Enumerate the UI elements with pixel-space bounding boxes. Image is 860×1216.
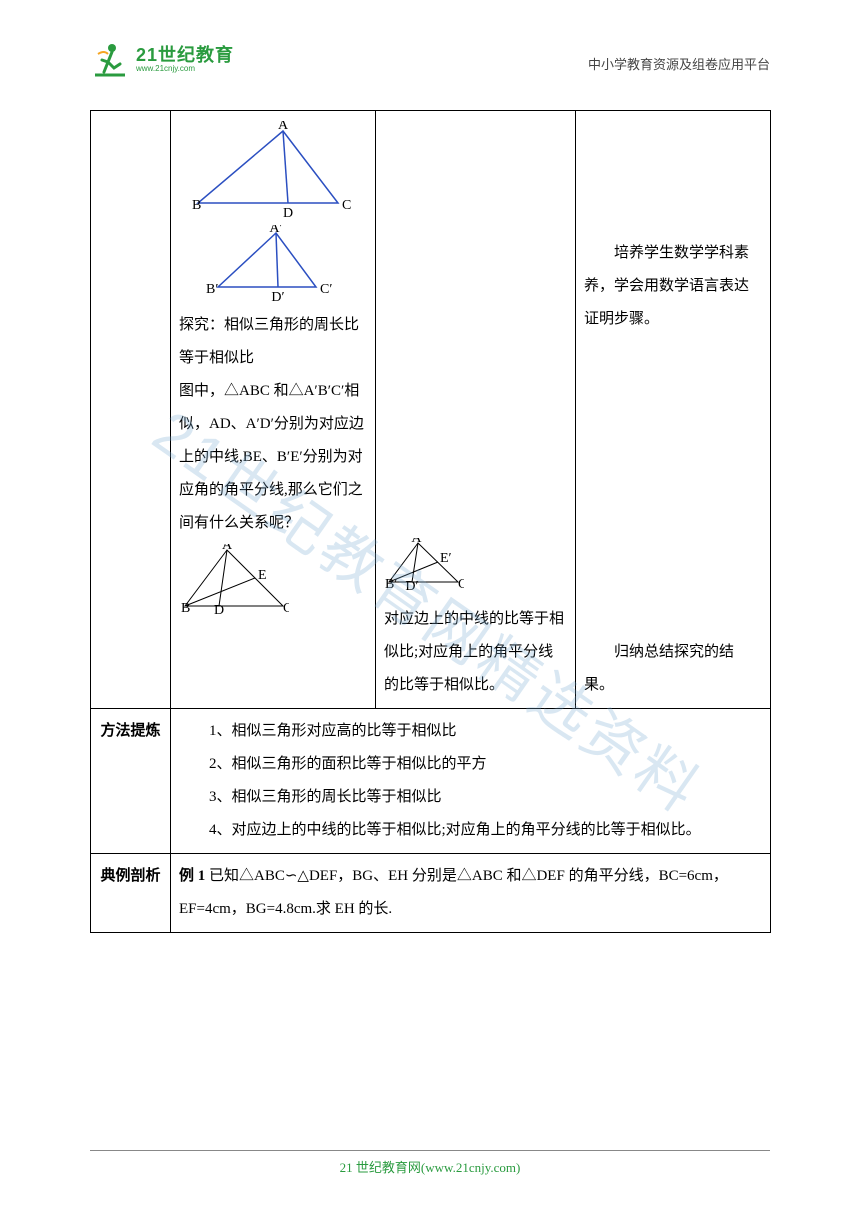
triangle-abc-large: A B D C bbox=[188, 121, 358, 221]
svg-text:B′: B′ bbox=[385, 577, 397, 590]
row1-colA: A B D C A′ B′ D′ C′ 探究：相似三角形的周长比等于相似比 bbox=[171, 111, 376, 709]
table-row: 典例剖析 例 1 已知△ABC∽△DEF，BG、EH 分别是△ABC 和△DEF… bbox=[91, 854, 771, 933]
logo-en: www.21cnjy.com bbox=[136, 65, 234, 73]
svg-text:E: E bbox=[258, 568, 267, 583]
method-item-1: 1、相似三角形对应高的比等于相似比 bbox=[179, 715, 762, 748]
svg-text:C′: C′ bbox=[458, 577, 464, 590]
svg-text:C: C bbox=[342, 198, 351, 213]
colC-text2: 归纳总结探究的结果。 bbox=[584, 636, 762, 702]
logo-text-block: 21世纪教育 www.21cnjy.com bbox=[136, 46, 234, 73]
row2-label: 方法提炼 bbox=[91, 709, 171, 854]
document-page: 21世纪教育网精选资料 21世纪教育 www.21cnjy.com 中小学教育资… bbox=[0, 0, 860, 1216]
svg-text:A′: A′ bbox=[269, 225, 282, 236]
svg-text:C′: C′ bbox=[320, 282, 332, 297]
example-prefix: 例 1 bbox=[179, 868, 205, 884]
svg-text:A: A bbox=[222, 544, 233, 553]
svg-text:B: B bbox=[192, 198, 201, 213]
example-text: 已知△ABC∽△DEF，BG、EH 分别是△ABC 和△DEF 的角平分线，BC… bbox=[179, 868, 728, 917]
logo-cn: 21世纪教育 bbox=[136, 46, 234, 65]
row1-colB: A′ B′ C′ D′ E′ 对应边上的中线的比等于相似比;对应角上的角平分线的… bbox=[376, 111, 576, 709]
content-table: A B D C A′ B′ D′ C′ 探究：相似三角形的周长比等于相似比 bbox=[90, 110, 771, 933]
svg-text:E′: E′ bbox=[440, 551, 452, 566]
svg-text:B′: B′ bbox=[206, 282, 218, 297]
svg-text:A′: A′ bbox=[411, 538, 424, 546]
row1-label-cell bbox=[91, 111, 171, 709]
row1-colC: 培养学生数学学科素养，学会用数学语言表达证明步骤。 归纳总结探究的结果。 bbox=[576, 111, 771, 709]
row3-label: 典例剖析 bbox=[91, 854, 171, 933]
row3-content: 例 1 已知△ABC∽△DEF，BG、EH 分别是△ABC 和△DEF 的角平分… bbox=[171, 854, 771, 933]
triangle-abc-small: A′ B′ D′ C′ bbox=[198, 225, 348, 305]
colB-text: 对应边上的中线的比等于相似比;对应角上的角平分线的比等于相似比。 bbox=[384, 603, 567, 702]
svg-text:D: D bbox=[283, 206, 293, 221]
runner-icon bbox=[90, 40, 130, 80]
method-item-4: 4、对应边上的中线的比等于相似比;对应角上的角平分线的比等于相似比。 bbox=[179, 814, 762, 847]
page-header: 21世纪教育 www.21cnjy.com 中小学教育资源及组卷应用平台 bbox=[90, 40, 770, 90]
page-footer: 21 世纪教育网(www.21cnjy.com) bbox=[90, 1150, 770, 1176]
svg-text:B: B bbox=[181, 601, 190, 614]
table-row: A B D C A′ B′ D′ C′ 探究：相似三角形的周长比等于相似比 bbox=[91, 111, 771, 709]
row2-content: 1、相似三角形对应高的比等于相似比 2、相似三角形的面积比等于相似比的平方 3、… bbox=[171, 709, 771, 854]
colC-text1: 培养学生数学学科素养，学会用数学语言表达证明步骤。 bbox=[584, 237, 762, 336]
svg-text:D: D bbox=[214, 603, 224, 614]
svg-text:D′: D′ bbox=[271, 290, 284, 305]
table-row: 方法提炼 1、相似三角形对应高的比等于相似比 2、相似三角形的面积比等于相似比的… bbox=[91, 709, 771, 854]
method-item-3: 3、相似三角形的周长比等于相似比 bbox=[179, 781, 762, 814]
svg-text:A: A bbox=[278, 121, 289, 133]
explore-body: 图中，△ABC 和△A′B′C′相似，AD、A′D′分别为对应边上的中线,BE、… bbox=[179, 375, 367, 540]
svg-text:C: C bbox=[283, 601, 289, 614]
triangle-median-large: A B C D E bbox=[179, 544, 289, 614]
brand-logo: 21世纪教育 www.21cnjy.com bbox=[90, 40, 234, 80]
header-right-text: 中小学教育资源及组卷应用平台 bbox=[588, 40, 770, 73]
triangle-median-small: A′ B′ C′ D′ E′ bbox=[384, 538, 464, 590]
explore-title: 探究：相似三角形的周长比等于相似比 bbox=[179, 309, 367, 375]
method-item-2: 2、相似三角形的面积比等于相似比的平方 bbox=[179, 748, 762, 781]
svg-text:D′: D′ bbox=[405, 579, 418, 590]
